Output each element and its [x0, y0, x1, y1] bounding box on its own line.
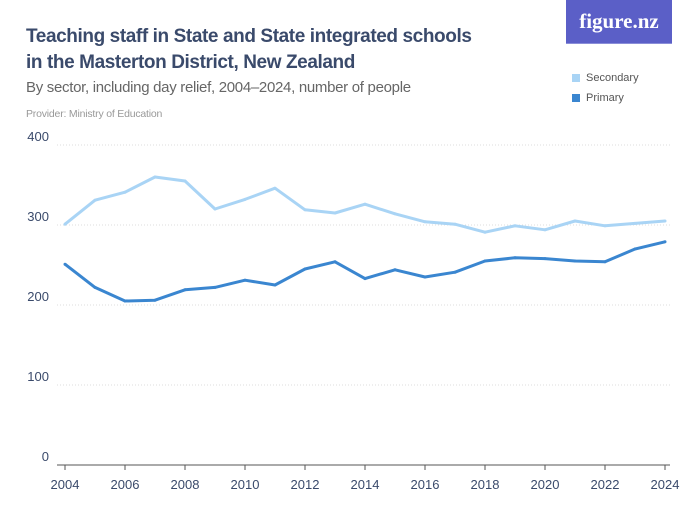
provider-text: Provider: Ministry of Education — [26, 108, 163, 120]
x-tick-label: 2004 — [51, 477, 80, 492]
data-point-primary — [93, 285, 97, 289]
data-point-primary — [423, 275, 427, 279]
y-tick-label: 0 — [42, 449, 49, 464]
x-tick-label: 2022 — [591, 477, 620, 492]
legend-label: Primary — [586, 92, 624, 104]
series-line-primary — [64, 240, 666, 303]
y-tick-label: 300 — [27, 209, 49, 224]
data-point-secondary — [633, 221, 637, 225]
data-point-primary — [393, 268, 397, 272]
data-point-primary — [273, 283, 277, 287]
data-point-secondary — [93, 198, 97, 202]
data-point-primary — [213, 285, 217, 289]
x-tick-label: 2006 — [111, 477, 140, 492]
chart-title: Teaching staff in State and State integr… — [26, 26, 472, 73]
data-point-secondary — [393, 212, 397, 216]
y-tick-label: 200 — [27, 289, 49, 304]
legend-swatch-primary — [572, 94, 580, 102]
data-point-secondary — [63, 222, 67, 226]
x-tick-label: 2008 — [171, 477, 200, 492]
legend-item-primary[interactable]: Primary — [572, 88, 639, 108]
data-point-primary — [543, 257, 547, 261]
data-point-secondary — [153, 175, 157, 179]
x-tick-label: 2012 — [291, 477, 320, 492]
legend: Secondary Primary — [572, 68, 639, 108]
data-point-primary — [123, 299, 127, 303]
chart-subtitle: By sector, including day relief, 2004–20… — [26, 79, 411, 96]
data-point-secondary — [183, 179, 187, 183]
data-point-primary — [153, 298, 157, 302]
data-point-primary — [303, 267, 307, 271]
data-point-primary — [633, 247, 637, 251]
data-point-secondary — [363, 202, 367, 206]
data-point-secondary — [213, 207, 217, 211]
data-point-primary — [513, 256, 517, 260]
y-tick-label: 400 — [27, 129, 49, 144]
data-point-secondary — [573, 219, 577, 223]
data-point-secondary — [123, 190, 127, 194]
data-point-primary — [453, 270, 457, 274]
data-point-secondary — [333, 211, 337, 215]
x-tick-label: 2016 — [411, 477, 440, 492]
data-point-secondary — [483, 230, 487, 234]
data-point-primary — [63, 262, 67, 266]
x-tick-label: 2014 — [351, 477, 380, 492]
data-point-secondary — [273, 186, 277, 190]
data-point-secondary — [243, 197, 247, 201]
data-point-primary — [333, 260, 337, 264]
data-point-secondary — [453, 222, 457, 226]
x-tick-label: 2024 — [651, 477, 680, 492]
legend-item-secondary[interactable]: Secondary — [572, 68, 639, 88]
y-tick-label: 100 — [27, 369, 49, 384]
data-point-secondary — [543, 228, 547, 232]
data-point-secondary — [303, 208, 307, 212]
data-point-primary — [243, 278, 247, 282]
data-point-primary — [603, 260, 607, 264]
x-tick-label: 2010 — [231, 477, 260, 492]
data-point-primary — [183, 288, 187, 292]
data-point-primary — [483, 259, 487, 263]
data-point-secondary — [513, 224, 517, 228]
legend-swatch-secondary — [572, 74, 580, 82]
data-point-secondary — [603, 224, 607, 228]
figure-nz-logo[interactable]: figure.nz — [566, 0, 672, 44]
data-point-secondary — [663, 219, 667, 223]
data-point-primary — [663, 240, 667, 244]
data-point-primary — [573, 259, 577, 263]
data-point-primary — [363, 277, 367, 281]
data-point-secondary — [423, 220, 427, 224]
x-tick-label: 2020 — [531, 477, 560, 492]
legend-label: Secondary — [586, 72, 639, 84]
x-tick-label: 2018 — [471, 477, 500, 492]
